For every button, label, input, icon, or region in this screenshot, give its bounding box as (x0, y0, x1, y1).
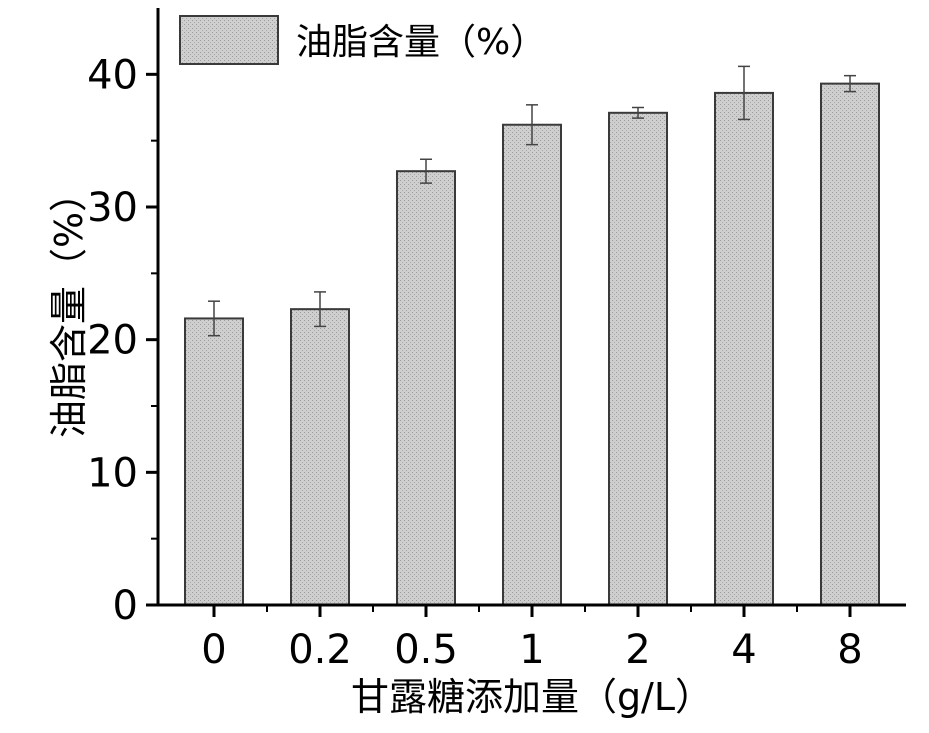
x-tick-label-8: 8 (837, 627, 862, 673)
bar-0.5 (397, 171, 455, 605)
x-ticks-layer: 0 0.2 0.5 1 2 4 8 (201, 605, 862, 673)
legend-label: 油脂含量（%） (296, 22, 546, 63)
x-tick-label-2: 2 (625, 627, 650, 673)
y-tick-label-0: 0 (113, 583, 138, 629)
bar-0.2 (291, 309, 349, 605)
y-ticks-layer: 0 10 20 30 40 (87, 52, 158, 629)
bar-4 (715, 93, 773, 605)
y-tick-label-40: 40 (87, 52, 138, 98)
legend: 油脂含量（%） (180, 16, 546, 64)
x-tick-label-4: 4 (731, 627, 756, 673)
legend-swatch (180, 16, 278, 64)
y-tick-label-10: 10 (87, 450, 138, 496)
bar-8 (821, 84, 879, 605)
bars-layer (185, 84, 879, 605)
y-tick-label-20: 20 (87, 318, 138, 364)
x-tick-label-1: 1 (519, 627, 544, 673)
y-axis-title: 油脂含量（%） (47, 174, 91, 438)
x-axis-title: 甘露糖添加量（g/L） (351, 675, 713, 719)
bar-1 (503, 125, 561, 605)
x-tick-label-0: 0 (201, 627, 226, 673)
y-tick-label-30: 30 (87, 185, 138, 231)
x-tick-label-0.5: 0.5 (394, 627, 458, 673)
bar-2 (609, 113, 667, 605)
bar-0 (185, 318, 243, 605)
x-tick-label-0.2: 0.2 (288, 627, 352, 673)
